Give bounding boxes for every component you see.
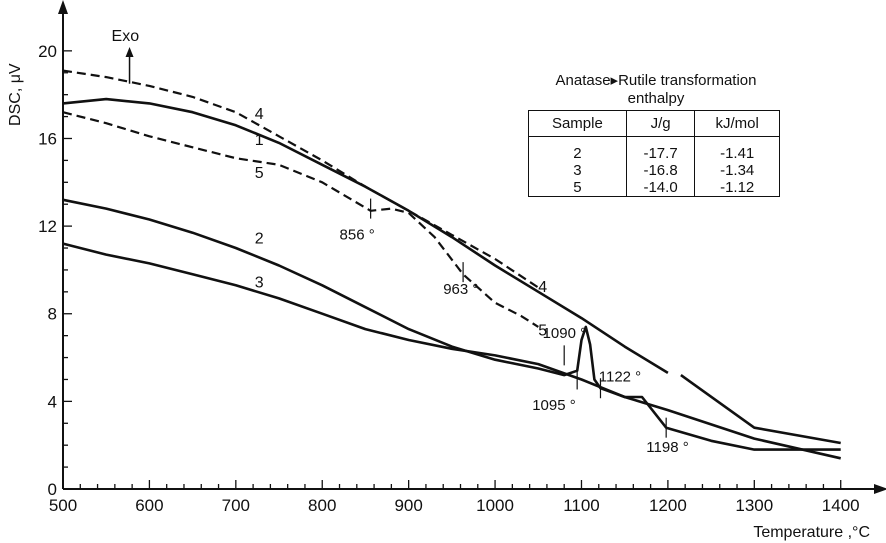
- annotation-label: 963 °: [443, 281, 478, 298]
- series-label: 3: [255, 274, 264, 291]
- series-end-label: 4: [538, 279, 547, 296]
- inset-title: Anatase▸Rutile transformation enthalpy: [506, 72, 806, 108]
- enthalpy-table: Sample J/g kJ/mol 2 -17.7 -1.41 3 -16.8 …: [528, 110, 780, 197]
- table-cell: -1.12: [694, 179, 780, 197]
- series-label: 4: [255, 106, 264, 123]
- y-axis-label: DSC, μV: [7, 63, 24, 126]
- exo-label: Exo: [112, 28, 140, 45]
- inset-title-line2: enthalpy: [627, 90, 685, 107]
- inset-title-line1: Anatase▸Rutile transformation: [555, 72, 757, 89]
- x-axis-label: Temperature ,°C: [753, 524, 870, 541]
- series-end-label: 5: [538, 323, 547, 340]
- x-tick-label: 500: [49, 496, 77, 515]
- column-header-kjmol: kJ/mol: [694, 110, 780, 137]
- x-tick-label: 1200: [649, 496, 687, 515]
- exo-arrow-head: [125, 47, 134, 58]
- annotation-label: 1198 °: [646, 439, 688, 456]
- table-header-row: Sample J/g kJ/mol: [528, 110, 780, 137]
- table-cell: -16.8: [625, 162, 695, 179]
- table-cell: 3: [573, 162, 582, 179]
- series-label: 5: [255, 165, 264, 182]
- x-tick-label: 600: [135, 496, 163, 515]
- x-tick-label: 700: [222, 496, 250, 515]
- x-axis-arrow: [874, 484, 886, 494]
- series-label: 2: [255, 231, 264, 248]
- axes: 500 600 700 800 900 1000 1100 1200 1300 140004812…: [7, 0, 886, 541]
- x-tick-label: 1100: [563, 496, 600, 515]
- table-row: 5 -14.0 -1.12: [529, 179, 780, 197]
- table-cell: -1.41: [694, 136, 780, 162]
- table-row: 3 -16.8 -1.34: [529, 162, 780, 179]
- y-tick-label: 8: [48, 305, 57, 324]
- y-tick-label: 12: [38, 217, 57, 236]
- y-tick-label: 0: [48, 480, 57, 499]
- table-cell: 2: [573, 145, 582, 162]
- annotation-label: 1122 °: [599, 369, 641, 386]
- curves: [62, 69, 841, 460]
- annotation-label: 1095 °: [532, 397, 576, 414]
- table-cell: -1.34: [694, 162, 780, 179]
- series-line-4: [62, 69, 539, 289]
- series-line-3: [62, 242, 841, 451]
- x-tick-label: 1000: [476, 496, 514, 515]
- x-tick-label: 1400: [822, 496, 860, 515]
- table-cell: -14.0: [625, 179, 695, 197]
- column-header-jg: J/g: [625, 110, 695, 137]
- y-tick-label: 4: [48, 392, 57, 411]
- y-tick-label: 20: [38, 42, 57, 61]
- table-cell: -17.7: [625, 136, 695, 162]
- x-tick-label: 1300: [735, 496, 773, 515]
- y-axis-arrow: [58, 0, 68, 14]
- x-tick-label: 900: [394, 496, 422, 515]
- column-header-sample: Sample: [528, 110, 627, 137]
- table-row: 2 -17.7 -1.41: [529, 136, 780, 162]
- series-label: 1: [255, 132, 264, 149]
- annotation-label: 1090 °: [543, 325, 587, 342]
- table-cell: 5: [573, 179, 582, 196]
- y-tick-label: 16: [38, 129, 57, 148]
- annotation-label: 856 °: [340, 226, 375, 243]
- x-tick-label: 800: [308, 496, 336, 515]
- enthalpy-inset: Anatase▸Rutile transformation enthalpy S…: [506, 72, 806, 197]
- series-line-extra-5: [680, 374, 841, 445]
